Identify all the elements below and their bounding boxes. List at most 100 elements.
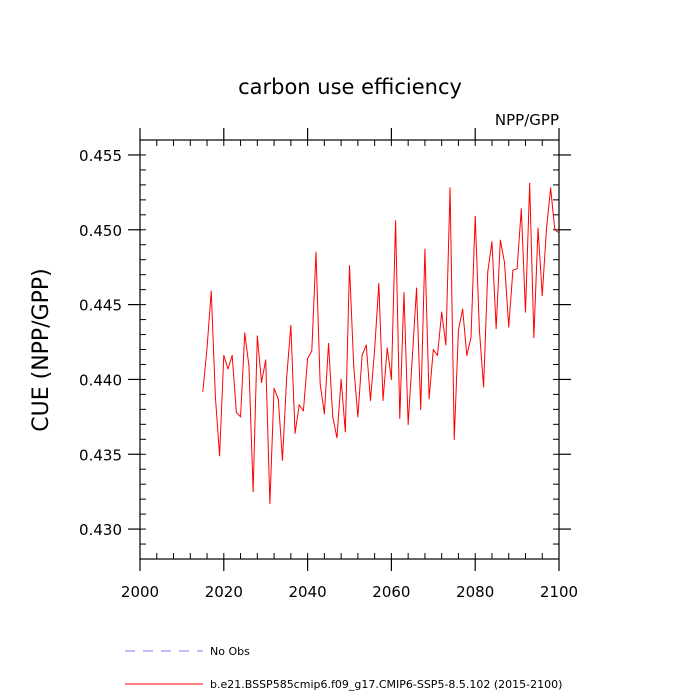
data-point [365, 344, 367, 346]
data-point [399, 417, 401, 419]
data-point [273, 387, 275, 389]
data-point [210, 290, 212, 292]
data-point [545, 229, 547, 231]
data-point [248, 365, 250, 367]
data-point [499, 239, 501, 241]
chart-subtitle: NPP/GPP [495, 111, 559, 129]
x-tick-label: 2100 [540, 583, 578, 601]
data-point [219, 455, 221, 457]
data-point [353, 365, 355, 367]
data-point [386, 347, 388, 349]
data-point [319, 383, 321, 385]
data-point [269, 503, 271, 505]
data-point [554, 229, 556, 231]
legend-label-model-run: b.e21.BSSP585cmip6.f09_g17.CMIP6-SSP5-8.… [210, 678, 562, 691]
data-point [206, 347, 208, 349]
data-point [416, 287, 418, 289]
data-point [520, 208, 522, 210]
legend: No Obs b.e21.BSSP585cmip6.f09_g17.CMIP6-… [125, 645, 562, 691]
x-tick-label: 2020 [205, 583, 243, 601]
data-point [441, 311, 443, 313]
data-point [374, 349, 376, 350]
data-point [411, 356, 413, 358]
data-point [428, 398, 430, 400]
data-point [281, 459, 283, 461]
data-point [277, 398, 279, 400]
y-tick-label: 0.435 [79, 446, 122, 464]
data-point [390, 378, 392, 380]
data-point [516, 268, 518, 270]
y-tick-label: 0.440 [79, 371, 122, 389]
y-tick-label: 0.455 [79, 147, 122, 165]
data-point [214, 396, 216, 398]
data-point [537, 227, 539, 229]
data-point [369, 399, 371, 401]
data-point [524, 311, 526, 313]
data-point [453, 438, 455, 440]
data-point [315, 251, 317, 253]
data-point [457, 329, 459, 331]
data-point [286, 377, 288, 379]
chart-title: carbon use efficiency [238, 75, 462, 99]
y-tick-label: 0.430 [79, 521, 122, 539]
data-point [294, 432, 296, 434]
data-point [361, 354, 363, 356]
plot-frame [139, 139, 560, 560]
data-point [512, 269, 514, 271]
data-point [462, 308, 464, 310]
data-point [395, 220, 397, 222]
data-point [466, 354, 468, 356]
data-point [265, 359, 267, 361]
data-point [311, 350, 313, 352]
y-tick-label: 0.450 [79, 222, 122, 240]
data-point [235, 411, 237, 413]
data-point [336, 437, 338, 439]
data-point [483, 386, 485, 388]
data-point [436, 354, 438, 356]
data-point [529, 182, 531, 184]
data-point [202, 390, 204, 392]
series-layer [202, 182, 560, 505]
data-point [349, 265, 350, 267]
data-point [508, 326, 510, 328]
data-point [302, 410, 304, 412]
data-point [328, 343, 330, 345]
y-axis-label: CUE (NPP/GPP) [29, 268, 54, 432]
data-point [357, 416, 359, 418]
data-point [495, 328, 497, 330]
data-point [420, 408, 422, 410]
x-tick-label: 2080 [456, 583, 494, 601]
data-point [424, 248, 426, 250]
data-point [323, 413, 325, 415]
data-point [491, 241, 493, 243]
axis-tick-labels: 2000 2020 2040 2060 2080 2100 0.430 0.435 0.440 0… [79, 147, 578, 601]
data-point [344, 431, 346, 433]
x-tick-label: 2040 [289, 583, 327, 601]
data-point [478, 329, 480, 331]
data-point [240, 416, 242, 418]
data-point [231, 354, 233, 356]
data-point [307, 357, 309, 359]
data-point [541, 295, 543, 297]
data-point [252, 491, 254, 493]
data-point [382, 399, 384, 401]
data-point [340, 378, 342, 380]
data-point [256, 335, 258, 337]
data-point [261, 381, 263, 383]
data-point [407, 423, 409, 425]
legend-label-no-obs: No Obs [210, 645, 250, 658]
data-point [227, 368, 229, 370]
data-point [445, 344, 447, 346]
data-point [332, 416, 334, 418]
data-point [290, 325, 292, 327]
data-point [474, 215, 476, 217]
data-point [223, 354, 225, 356]
axis-ticks [128, 128, 571, 571]
x-tick-label: 2000 [121, 583, 159, 601]
data-point [378, 283, 380, 285]
y-tick-label: 0.445 [79, 297, 122, 315]
data-point [449, 187, 451, 189]
data-point [432, 349, 434, 350]
data-point [504, 262, 506, 264]
data-point [533, 337, 535, 339]
